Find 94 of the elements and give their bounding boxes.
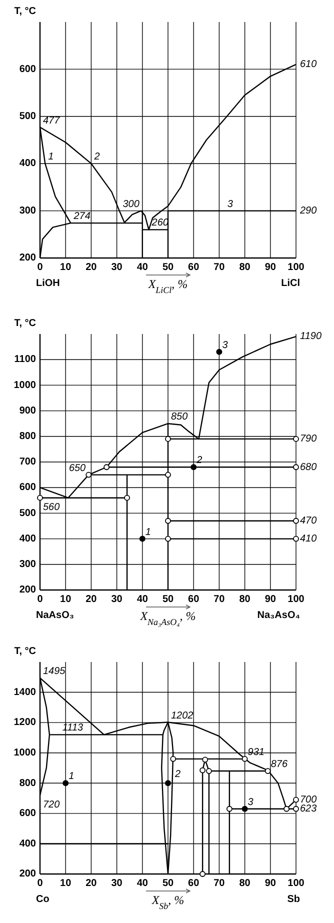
annotation: 477 (43, 115, 60, 126)
x-tick-label: 60 (188, 594, 200, 605)
x-tick-label: 60 (188, 878, 200, 889)
annotation: 1 (48, 152, 54, 163)
x-tick-label: 0 (37, 878, 44, 889)
x-tick-label: 30 (111, 878, 123, 889)
annotation: 300 (122, 198, 140, 210)
text: Na₃AsO₄ (257, 610, 300, 621)
x-tick-label: 10 (60, 878, 72, 889)
annotation: 274 (72, 211, 91, 222)
annotation: 290 (299, 205, 318, 216)
annotation: 1190 (300, 331, 322, 342)
annotation: 410 (300, 533, 318, 544)
x-tick-label: 20 (86, 594, 98, 605)
y-tick-label: 700 (19, 456, 36, 468)
annotation: 650 (68, 462, 86, 474)
annotation: 2 (174, 769, 181, 780)
y-axis-title: T, °C (14, 6, 36, 17)
y-tick-label: 900 (19, 405, 36, 416)
y-tick-label: 200 (19, 584, 36, 596)
x-tick-label: 50 (162, 594, 174, 605)
x-tick-label: 40 (136, 878, 148, 889)
y-tick-label: 800 (19, 431, 36, 442)
annotation: 3 (222, 340, 228, 351)
y-tick-label: 1400 (14, 686, 36, 698)
x-axis-title: X$_{LiCl}$, % (147, 277, 188, 295)
y-tick-label: 1000 (14, 748, 36, 758)
annotation: 1 (68, 771, 74, 782)
x-tick-label: 80 (239, 262, 251, 273)
annotation: 720 (43, 799, 60, 810)
x-tick-label: 10 (60, 262, 72, 273)
y-tick-label: 300 (19, 559, 36, 570)
y-tick-label: 400 (19, 158, 36, 170)
x-tick-label: 70 (214, 878, 226, 889)
y-tick-label: 1100 (14, 354, 36, 366)
x-tick-label: 100 (288, 594, 305, 605)
y-tick-label: 500 (19, 111, 36, 122)
x-tick-label: 50 (162, 262, 174, 273)
x-tick-label: 40 (136, 594, 148, 605)
annotation: 3 (227, 198, 234, 210)
x-tick-label: 70 (214, 594, 226, 605)
y-tick-label: 1200 (14, 717, 36, 728)
text: Co (36, 894, 50, 905)
x-axis-title: X$_{Sb}$, % (150, 893, 184, 911)
x-tick-label: 0 (37, 594, 44, 605)
x-tick-label: 50 (162, 878, 174, 889)
text: NaAsO₃ (36, 610, 74, 621)
y-tick-label: 300 (19, 205, 36, 216)
x-tick-label: 100 (288, 262, 305, 273)
y-tick-label: 400 (19, 838, 36, 850)
x-tick-label: 90 (264, 262, 276, 273)
annotation: 850 (171, 412, 188, 423)
x-tick-label: 80 (239, 594, 251, 605)
annotation: 470 (300, 516, 318, 527)
x-tick-label: 30 (111, 262, 123, 273)
y-tick-label: 1000 (14, 380, 36, 391)
y-tick-label: 500 (19, 508, 36, 519)
annotation: 610 (300, 59, 318, 70)
text: LiOH (36, 278, 60, 289)
x-tick-label: 20 (86, 878, 98, 889)
annotation: 2 (93, 152, 100, 163)
text: LiCl (281, 278, 300, 289)
x-tick-label: 20 (86, 262, 98, 273)
x-tick-label: 90 (264, 594, 276, 605)
annotation: 700 (300, 794, 318, 806)
x-tick-label: 100 (288, 878, 305, 889)
y-tick-label: 600 (19, 808, 36, 820)
x-tick-label: 30 (111, 594, 123, 605)
y-tick-label: 200 (19, 868, 36, 880)
text: Sb (287, 894, 300, 905)
y-axis-title: T, °C (14, 646, 36, 657)
y-tick-label: 400 (19, 533, 36, 544)
y-axis-title: T, °C (14, 318, 36, 329)
x-tick-label: 60 (188, 262, 200, 273)
x-tick-label: 10 (60, 594, 72, 605)
annotation: 623 (300, 804, 318, 815)
annotation: 560 (43, 502, 60, 513)
annotation: 680 (300, 462, 318, 473)
annotation: 3 (248, 796, 254, 808)
y-tick-label: 600 (19, 482, 36, 494)
annotation: 1 (145, 526, 151, 538)
y-tick-label: 200 (19, 252, 36, 264)
y-tick-label: 800 (19, 778, 36, 789)
annotation: 1495 (43, 666, 66, 677)
annotation: 876 (270, 759, 288, 770)
x-tick-label: 40 (136, 262, 148, 273)
x-tick-label: 0 (37, 262, 44, 273)
annotation: 790 (300, 434, 318, 445)
x-axis-title: X$_{Na₃AsO₄}$, % (139, 609, 196, 627)
x-tick-label: 70 (214, 262, 226, 273)
x-tick-label: 80 (239, 878, 251, 889)
y-tick-label: 600 (19, 64, 36, 75)
annotation: 1202 (171, 710, 194, 722)
x-tick-label: 90 (264, 878, 276, 889)
